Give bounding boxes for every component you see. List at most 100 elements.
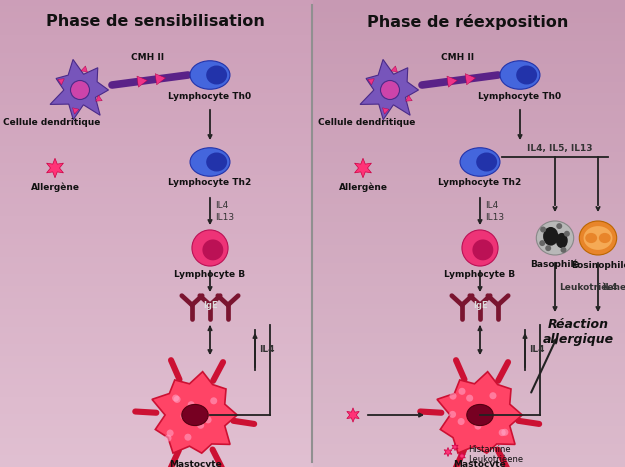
Bar — [312, 415, 625, 421]
Bar — [0, 222, 312, 229]
Ellipse shape — [556, 233, 568, 248]
Ellipse shape — [585, 233, 597, 243]
Bar — [312, 146, 625, 153]
Bar — [312, 152, 625, 159]
Text: Mastocyte: Mastocyte — [454, 460, 506, 467]
Bar — [312, 175, 625, 182]
Text: Cellule dendritique: Cellule dendritique — [318, 118, 416, 127]
Circle shape — [167, 430, 174, 437]
Ellipse shape — [579, 221, 617, 255]
Bar — [0, 111, 312, 118]
Bar — [312, 455, 625, 462]
Bar — [0, 345, 312, 351]
Bar — [0, 374, 312, 381]
Bar — [0, 58, 312, 65]
Circle shape — [472, 411, 479, 418]
Bar — [0, 455, 312, 462]
Circle shape — [545, 245, 551, 251]
Bar — [0, 227, 312, 234]
Bar — [312, 374, 625, 381]
Circle shape — [202, 240, 223, 260]
Polygon shape — [459, 452, 466, 460]
Bar — [312, 438, 625, 445]
Text: IL4, IL5, IL13: IL4, IL5, IL13 — [528, 144, 592, 153]
Polygon shape — [46, 158, 64, 178]
Circle shape — [192, 230, 228, 266]
Bar — [312, 158, 625, 164]
Circle shape — [449, 393, 456, 400]
Bar — [0, 403, 312, 410]
Bar — [0, 420, 312, 427]
Ellipse shape — [476, 153, 497, 171]
Circle shape — [204, 417, 212, 424]
Bar — [312, 275, 625, 281]
Bar — [312, 6, 625, 13]
Bar — [0, 93, 312, 100]
Bar — [0, 298, 312, 304]
Polygon shape — [152, 372, 238, 453]
Bar — [0, 304, 312, 311]
Ellipse shape — [536, 221, 574, 255]
Bar — [0, 239, 312, 246]
Bar — [0, 309, 312, 316]
Bar — [0, 53, 312, 59]
Bar — [312, 0, 625, 7]
Ellipse shape — [190, 61, 230, 89]
Bar — [312, 385, 625, 392]
Bar — [312, 23, 625, 30]
Text: CMH II: CMH II — [441, 53, 474, 62]
Bar — [0, 35, 312, 42]
Bar — [312, 117, 625, 124]
Bar — [0, 234, 312, 241]
Text: Phase de réexposition: Phase de réexposition — [368, 14, 569, 30]
Circle shape — [71, 80, 89, 99]
Bar — [0, 368, 312, 375]
Text: Histamine
Leukotrièene: Histamine Leukotrièene — [468, 445, 523, 464]
Bar — [0, 198, 312, 205]
Bar — [312, 76, 625, 83]
Bar — [312, 187, 625, 194]
Bar — [0, 379, 312, 386]
Circle shape — [164, 435, 171, 442]
Bar — [312, 298, 625, 304]
Bar — [312, 449, 625, 456]
Bar — [0, 292, 312, 299]
Bar — [0, 88, 312, 94]
Bar — [312, 205, 625, 211]
Bar — [312, 345, 625, 351]
Circle shape — [556, 223, 562, 229]
Text: Mastocyte: Mastocyte — [169, 460, 221, 467]
Bar — [312, 245, 625, 252]
Bar — [312, 181, 625, 188]
Text: Allergène: Allergène — [339, 183, 388, 192]
Bar — [312, 227, 625, 234]
Bar — [312, 17, 625, 24]
Bar — [312, 461, 625, 467]
Bar — [0, 29, 312, 36]
Polygon shape — [437, 372, 522, 453]
Text: Phase de sensibilisation: Phase de sensibilisation — [46, 14, 264, 29]
Bar — [312, 315, 625, 322]
Bar — [312, 93, 625, 100]
Text: Lymphocyte B: Lymphocyte B — [444, 270, 516, 279]
Circle shape — [472, 240, 493, 260]
Bar — [0, 350, 312, 357]
Bar — [312, 362, 625, 369]
Text: Leukotrièene: Leukotrièene — [559, 283, 625, 292]
Text: IL13: IL13 — [485, 212, 504, 221]
Bar — [312, 292, 625, 299]
Bar — [312, 192, 625, 199]
Bar — [0, 339, 312, 346]
Bar — [0, 438, 312, 445]
Bar — [0, 280, 312, 287]
Bar — [312, 251, 625, 258]
Ellipse shape — [584, 226, 612, 250]
Bar — [312, 134, 625, 141]
Bar — [312, 58, 625, 65]
Bar — [312, 170, 625, 176]
Text: IgE: IgE — [474, 302, 488, 311]
Bar — [0, 257, 312, 264]
Bar — [312, 53, 625, 59]
Bar — [312, 41, 625, 48]
Bar — [0, 134, 312, 141]
